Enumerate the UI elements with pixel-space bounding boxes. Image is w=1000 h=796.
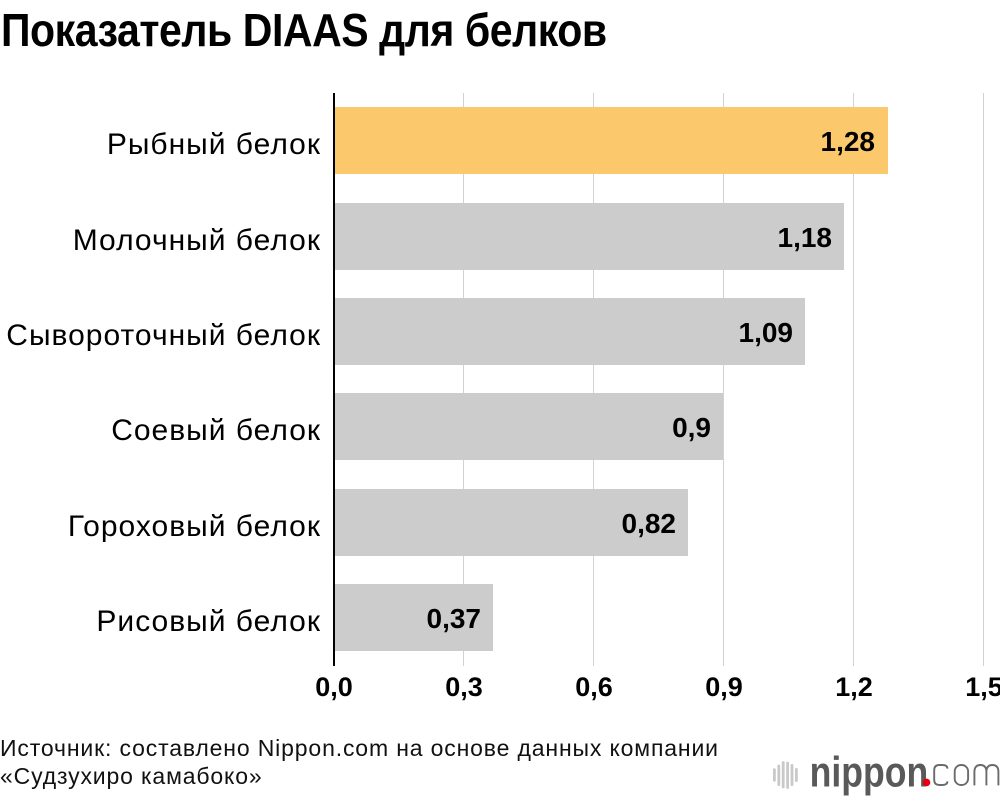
svg-text:nippon: nippon: [810, 750, 929, 796]
